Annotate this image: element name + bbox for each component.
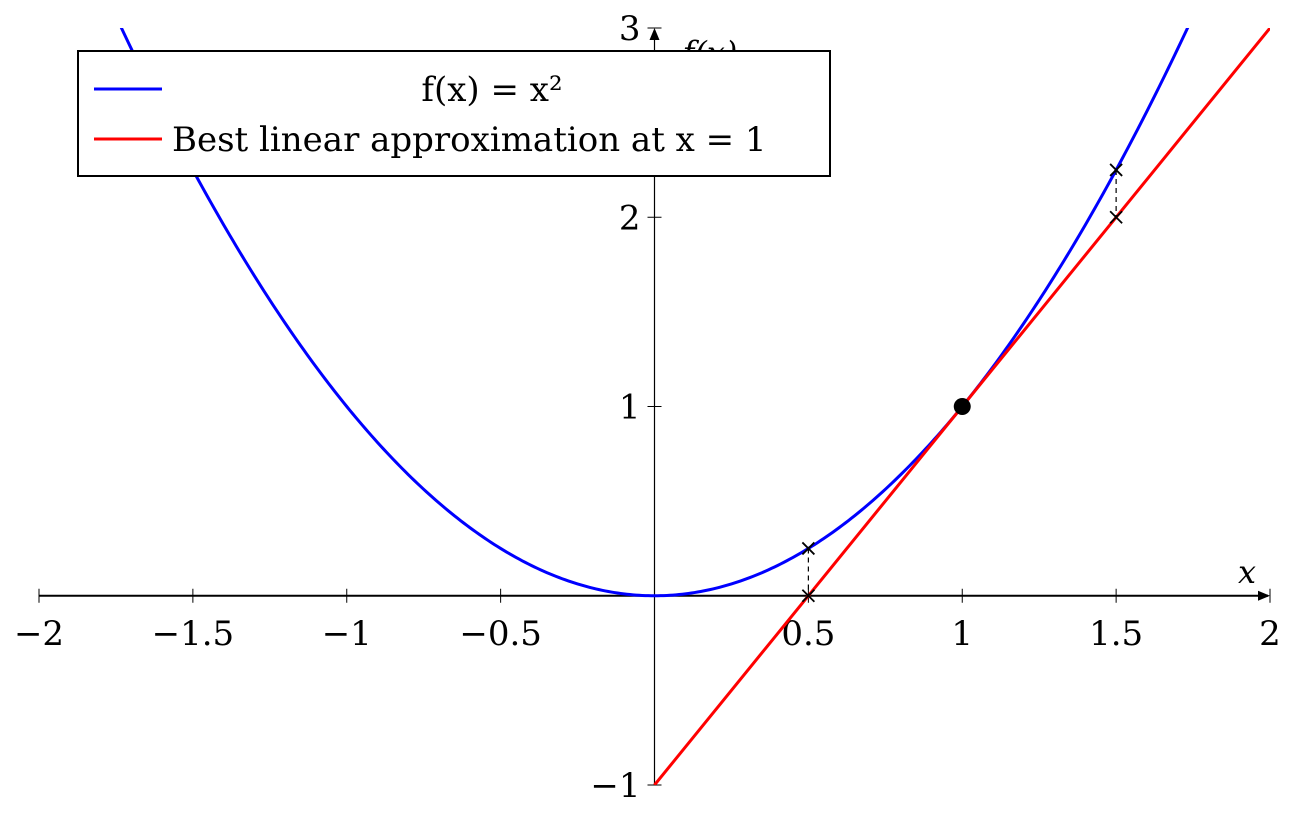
- x-axis-label: x: [1238, 553, 1256, 591]
- legend-label-series-1: f(x) = x²: [421, 70, 562, 110]
- x-tick-label: 1: [951, 614, 973, 654]
- legend-box: [77, 50, 831, 177]
- x-tick-label: −0.5: [459, 614, 542, 654]
- cross-marker: [1109, 163, 1123, 177]
- y-tick-label: 1: [619, 388, 641, 428]
- markers: [801, 163, 1123, 603]
- x-tick-label: 1.5: [1089, 614, 1143, 654]
- tangent-point: [953, 398, 971, 415]
- x-tick-label: −1: [322, 614, 372, 654]
- y-tick-label: 2: [619, 198, 641, 238]
- legend-label-series-2: Best linear approximation at x = 1: [172, 120, 767, 160]
- x-tick-label: 2: [1259, 614, 1281, 654]
- legend: f(x) = x² Best linear approximation at x…: [77, 50, 831, 177]
- x-tick-label: 0.5: [781, 614, 835, 654]
- series-curve-parabola: [119, 28, 1190, 598]
- x-tick-label: −2: [14, 614, 64, 654]
- y-tick-label: −1: [590, 766, 640, 806]
- x-axis-arrow: [1258, 590, 1270, 601]
- y-axis-arrow: [649, 28, 660, 40]
- y-tick-label: 3: [619, 9, 641, 49]
- cross-marker: [1109, 210, 1123, 224]
- x-tick-label: −1.5: [152, 614, 235, 654]
- cross-marker: [801, 589, 816, 603]
- cross-marker: [801, 541, 816, 556]
